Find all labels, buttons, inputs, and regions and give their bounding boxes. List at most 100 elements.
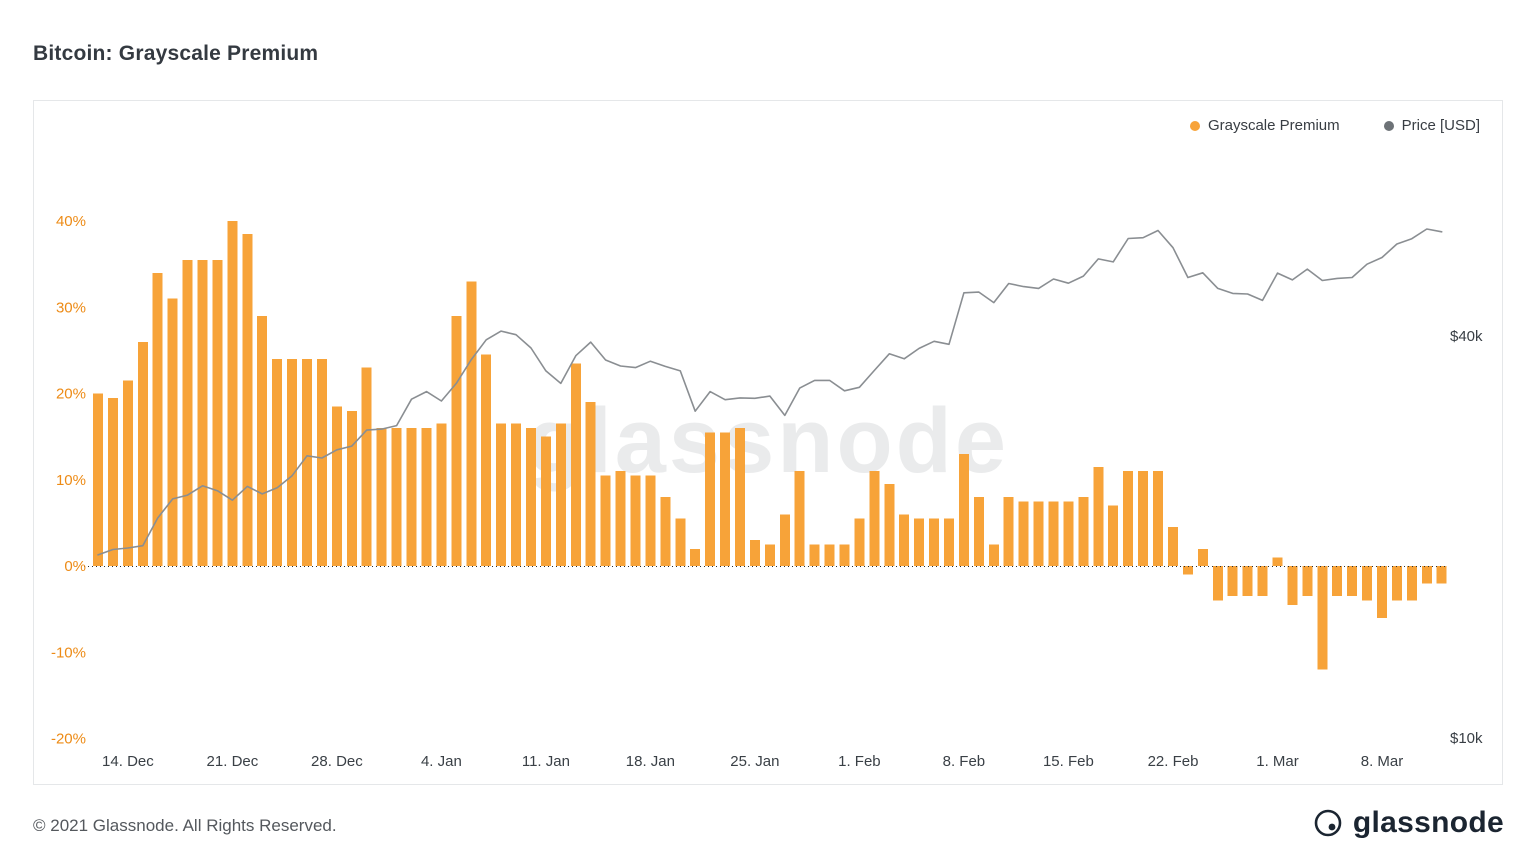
price-line — [97, 228, 1443, 556]
premium-bar[interactable] — [1093, 466, 1104, 566]
premium-bar[interactable] — [242, 233, 253, 566]
premium-bar[interactable] — [481, 354, 492, 566]
premium-bar[interactable] — [182, 259, 193, 566]
premium-bar[interactable] — [570, 363, 581, 566]
premium-bar[interactable] — [376, 428, 387, 566]
premium-bar[interactable] — [1362, 566, 1373, 601]
premium-bar[interactable] — [1033, 501, 1044, 566]
premium-bar[interactable] — [1048, 501, 1059, 566]
premium-bar[interactable] — [331, 406, 342, 566]
footer-copyright: © 2021 Glassnode. All Rights Reserved. — [33, 816, 337, 835]
premium-bar[interactable] — [585, 402, 596, 567]
premium-bar[interactable] — [690, 548, 701, 566]
premium-bar[interactable] — [1332, 566, 1343, 597]
legend-item-grayscale-premium[interactable]: Grayscale Premium — [1189, 117, 1340, 134]
premium-bar[interactable] — [1347, 566, 1358, 597]
premium-bar[interactable] — [854, 518, 865, 566]
premium-bar[interactable] — [167, 298, 178, 567]
premium-bar[interactable] — [660, 497, 671, 566]
premium-bar[interactable] — [316, 359, 327, 566]
premium-bar[interactable] — [988, 544, 999, 566]
premium-bar[interactable] — [764, 544, 775, 566]
premium-bar[interactable] — [1003, 497, 1014, 566]
premium-bar[interactable] — [466, 281, 477, 567]
legend-item-price-usd[interactable]: Price [USD] — [1383, 117, 1480, 134]
premium-bar[interactable] — [93, 393, 103, 567]
premium-bar[interactable] — [824, 544, 835, 566]
premium-bar[interactable] — [884, 484, 895, 566]
premium-bar[interactable] — [1167, 527, 1178, 566]
premium-bar[interactable] — [1138, 471, 1149, 567]
premium-bar[interactable] — [749, 540, 760, 567]
premium-bar[interactable] — [1227, 566, 1238, 597]
premium-bar[interactable] — [496, 423, 507, 566]
premium-bar[interactable] — [1063, 501, 1074, 566]
premium-bar[interactable] — [1436, 566, 1447, 584]
chart-canvas[interactable]: 40% 30% 20% 10% 0% -10% -20% $40k $10k 14. Dec 21.… — [34, 101, 1502, 784]
premium-bar[interactable] — [675, 518, 686, 566]
premium-bar[interactable] — [272, 359, 283, 566]
premium-bar[interactable] — [1197, 548, 1208, 566]
premium-bar[interactable] — [451, 315, 462, 567]
premium-bar[interactable] — [734, 428, 745, 566]
y-axis-left-label: -20% — [51, 731, 86, 748]
premium-bar[interactable] — [197, 259, 208, 566]
premium-bar[interactable] — [809, 544, 820, 566]
premium-bar[interactable] — [525, 428, 536, 566]
premium-bar[interactable] — [929, 518, 940, 566]
premium-bar[interactable] — [794, 471, 805, 567]
footer-brand-logo[interactable]: glassnode — [1313, 806, 1504, 840]
premium-bar[interactable] — [257, 315, 268, 567]
premium-bar[interactable] — [436, 423, 447, 566]
premium-bar[interactable] — [899, 514, 910, 566]
premium-bar[interactable] — [122, 380, 133, 566]
premium-bar[interactable] — [302, 359, 313, 566]
premium-bar[interactable] — [152, 272, 163, 566]
premium-bar[interactable] — [1242, 566, 1253, 597]
premium-bar[interactable] — [1317, 566, 1328, 670]
premium-bar[interactable] — [869, 471, 880, 567]
premium-bar[interactable] — [1406, 566, 1417, 601]
premium-bar[interactable] — [212, 259, 223, 566]
premium-bar[interactable] — [958, 453, 969, 567]
premium-bar[interactable] — [973, 497, 984, 566]
premium-bar[interactable] — [720, 432, 731, 566]
premium-bar[interactable] — [1108, 505, 1119, 567]
premium-bar[interactable] — [1123, 471, 1134, 567]
premium-bar[interactable] — [1212, 566, 1223, 601]
premium-bar[interactable] — [1421, 566, 1432, 584]
premium-bar[interactable] — [705, 432, 716, 566]
premium-bar[interactable] — [511, 423, 522, 566]
premium-bar[interactable] — [391, 428, 402, 566]
premium-bar[interactable] — [1287, 566, 1298, 605]
premium-bar[interactable] — [1272, 557, 1283, 567]
premium-bar[interactable] — [615, 471, 626, 567]
premium-bar[interactable] — [346, 410, 357, 566]
premium-bar[interactable] — [540, 436, 551, 567]
premium-bar[interactable] — [287, 359, 298, 566]
premium-bar[interactable] — [361, 367, 372, 567]
premium-bar[interactable] — [1078, 497, 1089, 566]
premium-bar[interactable] — [1302, 566, 1313, 597]
premium-bar[interactable] — [779, 514, 790, 566]
premium-bar[interactable] — [1182, 566, 1193, 575]
premium-bar[interactable] — [1153, 471, 1164, 567]
premium-bar[interactable] — [1376, 566, 1387, 618]
premium-bar[interactable] — [137, 341, 148, 566]
premium-bar[interactable] — [227, 221, 238, 566]
premium-bar[interactable] — [645, 475, 656, 566]
legend-label-grayscale-premium: Grayscale Premium — [1207, 117, 1340, 134]
premium-bar[interactable] — [944, 518, 955, 566]
premium-bar[interactable] — [1257, 566, 1268, 597]
premium-bar[interactable] — [839, 544, 850, 566]
premium-bar[interactable] — [421, 428, 432, 566]
premium-bar[interactable] — [555, 423, 566, 566]
premium-bar[interactable] — [406, 428, 417, 566]
premium-bar[interactable] — [1018, 501, 1029, 566]
premium-bar[interactable] — [107, 397, 118, 566]
premium-bar[interactable] — [1391, 566, 1402, 601]
premium-bar[interactable] — [630, 475, 641, 566]
premium-bar[interactable] — [914, 518, 925, 566]
premium-bar[interactable] — [600, 475, 611, 566]
x-axis-label: 25. Jan — [730, 753, 779, 770]
